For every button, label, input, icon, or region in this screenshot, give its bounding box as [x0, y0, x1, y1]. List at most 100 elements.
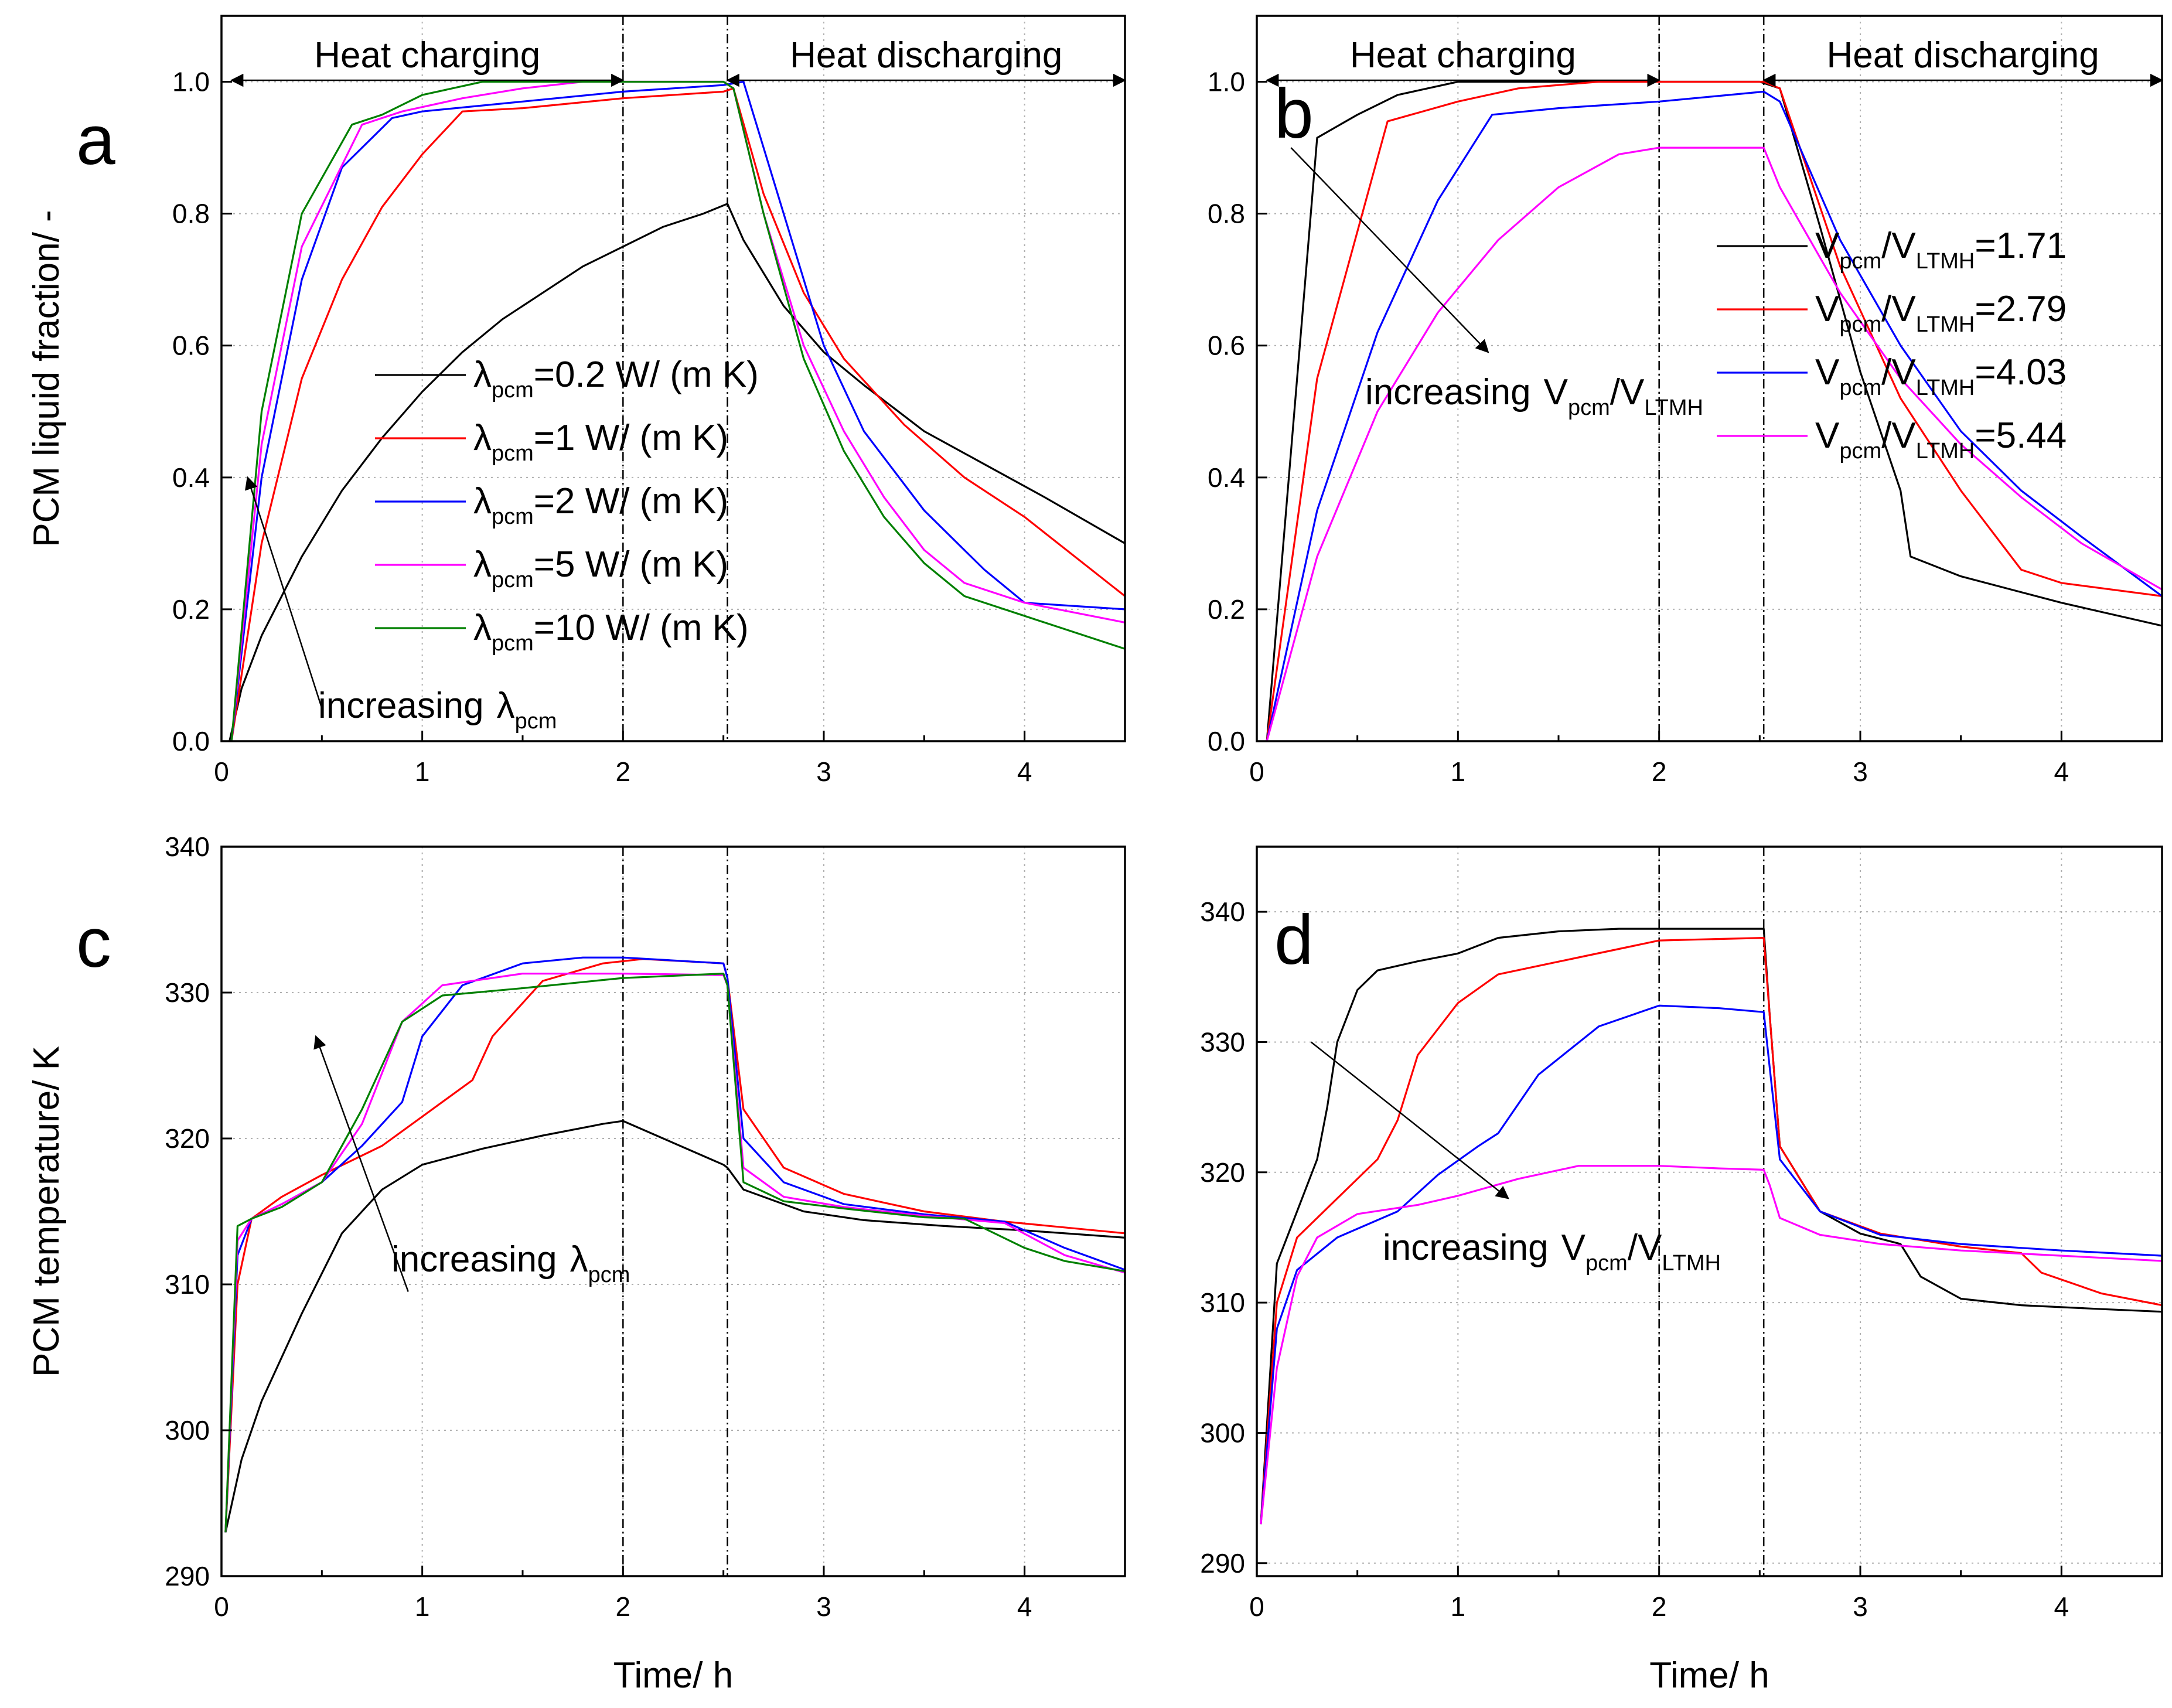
legend-label: =1 W/ (m K) [534, 418, 728, 458]
y-tick-label: 0.2 [1208, 594, 1245, 625]
legend-sub2: LTMH [1916, 376, 1975, 400]
series-line-1 [224, 1120, 1126, 1533]
legend-value: =5.44 [1975, 415, 2067, 456]
x-tick-label: 3 [816, 1591, 831, 1622]
panel-c: 0 1 2 3 4 290 300 310 320 330 340 PCM temperature/ … [26, 831, 1126, 1696]
legend-entry: λpcm=2 W/ (m K) [473, 481, 728, 529]
legend-symbol: λ [473, 544, 492, 585]
legend-entry: Vpcm/VLTMH=4.03 [1815, 352, 2067, 400]
y-tick-label: 0.0 [1208, 726, 1245, 756]
phase-label-charging: Heat charging [314, 35, 540, 76]
series-line-1 [1266, 80, 2163, 742]
legend-label: =5 W/ (m K) [534, 544, 728, 585]
x-tick-label: 0 [1249, 756, 1264, 787]
series-line-1 [229, 203, 1126, 742]
panel-letter: a [76, 101, 115, 179]
series-line-5 [224, 973, 1126, 1533]
legend-sub: pcm [492, 568, 534, 592]
trend-annotation-symbol: V [1544, 372, 1569, 412]
legend-symbol: V [1815, 226, 1840, 266]
y-tick-label: 320 [1200, 1157, 1245, 1188]
trend-annotation-symbol: V [1561, 1228, 1586, 1268]
series-line-1 [1260, 928, 2163, 1525]
x-tick-label: 1 [1451, 756, 1466, 787]
plot-frame [220, 15, 1126, 742]
legend-sub: pcm [1839, 312, 1881, 337]
legend-sub2: LTMH [1916, 249, 1975, 274]
trend-annotation-sub: pcm [588, 1263, 630, 1287]
y-tick-label: 330 [165, 977, 210, 1008]
y-tick-label: 0.8 [1208, 199, 1245, 229]
x-tick-label: 3 [1853, 756, 1868, 787]
trend-annotation-slash: /V [1610, 372, 1645, 412]
legend-sub: pcm [492, 504, 534, 529]
legend-entry: λpcm=0.2 W/ (m K) [473, 354, 759, 403]
series-line-3 [230, 80, 1126, 742]
legend-label: =0.2 W/ (m K) [534, 354, 759, 395]
trend-annotation-symbol: λ [497, 686, 515, 726]
y-tick-label: 300 [165, 1415, 210, 1446]
x-tick-label: 4 [1017, 756, 1032, 787]
series-line-2 [224, 958, 1126, 1533]
x-tick-label: 2 [1652, 1591, 1667, 1622]
trend-annotation-word: increasing [318, 686, 484, 726]
x-tick-label: 2 [616, 1591, 631, 1622]
x-tick-label: 0 [1249, 1591, 1264, 1622]
trend-annotation-sub2: LTMH [1662, 1251, 1721, 1276]
series-line-5 [230, 80, 1126, 742]
x-tick-label: 4 [2054, 1591, 2069, 1622]
trend-annotation-sub: pcm [515, 709, 557, 734]
legend-sub: pcm [1839, 249, 1881, 274]
legend-value: =2.79 [1975, 289, 2067, 329]
y-tick-label: 310 [1200, 1287, 1245, 1318]
y-tick-label: 300 [1200, 1417, 1245, 1448]
legend-label: =2 W/ (m K) [534, 481, 728, 521]
legend-symbol: λ [473, 354, 492, 395]
trend-annotation: increasing λpcm [391, 1239, 630, 1287]
trend-arrow [313, 1035, 409, 1292]
legend-label: /V [1881, 289, 1916, 329]
trend-annotation-symbol: λ [570, 1239, 588, 1280]
legend-symbol: V [1815, 352, 1840, 393]
legend-entry: λpcm=1 W/ (m K) [473, 418, 728, 466]
y-tick-label: 340 [1200, 896, 1245, 927]
legend-sub: pcm [1839, 376, 1881, 400]
x-tick-label: 3 [816, 756, 831, 787]
series-line-2 [230, 87, 1126, 742]
legend-sub: pcm [492, 378, 534, 403]
plot-frame [1256, 846, 2163, 1577]
legend-entry: λpcm=5 W/ (m K) [473, 544, 728, 592]
x-tick-label: 0 [214, 756, 229, 787]
x-axis-title: Time/ h [613, 1655, 733, 1696]
trend-annotation: increasing Vpcm/VLTMH [1365, 372, 1703, 420]
x-tick-label: 2 [616, 756, 631, 787]
plot-frame [220, 846, 1126, 1577]
series-line-3 [224, 956, 1126, 1533]
legend: λpcm=0.2 W/ (m K)λpcm=1 W/ (m K)λpcm=2 W… [375, 354, 759, 656]
legend-symbol: V [1815, 415, 1840, 456]
y-tick-label: 1.0 [1208, 67, 1245, 97]
legend-symbol: λ [473, 418, 492, 458]
y-tick-label: 1.0 [172, 67, 210, 97]
panel-d: 0 1 2 3 4 290 300 310 320 330 340 Time/ h d increasin… [1200, 846, 2163, 1696]
legend: Vpcm/VLTMH=1.71Vpcm/VLTMH=2.79Vpcm/VLTMH… [1717, 226, 2067, 463]
x-tick-label: 4 [1017, 1591, 1032, 1622]
trend-annotation-slash: /V [1628, 1228, 1662, 1268]
y-tick-label: 320 [165, 1123, 210, 1154]
legend-entry: λpcm=10 W/ (m K) [473, 608, 749, 656]
series-line-3 [1266, 90, 2163, 742]
series-line-4 [1260, 1165, 2163, 1525]
x-tick-label: 1 [1451, 1591, 1466, 1622]
legend-label: /V [1881, 226, 1916, 266]
legend-symbol: λ [473, 608, 492, 648]
trend-arrow [1290, 147, 1489, 353]
legend-label: /V [1881, 415, 1916, 456]
legend-sub2: LTMH [1916, 312, 1975, 337]
x-tick-label: 2 [1652, 756, 1667, 787]
trend-annotation: increasing λpcm [318, 686, 557, 734]
legend-label: /V [1881, 352, 1916, 393]
legend-sub: pcm [492, 631, 534, 656]
x-tick-label: 0 [214, 1591, 229, 1622]
y-tick-label: 0.8 [172, 199, 210, 229]
